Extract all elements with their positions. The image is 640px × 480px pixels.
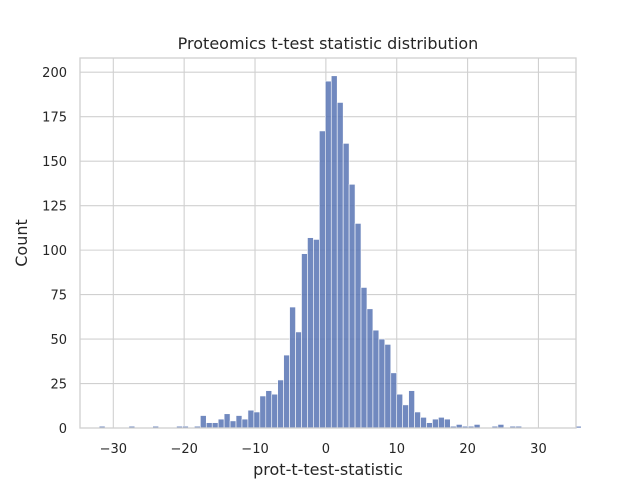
histogram-bar — [390, 372, 398, 429]
histogram-bars — [98, 75, 582, 429]
x-tick-label: 30 — [530, 442, 547, 457]
histogram-bar — [372, 329, 380, 429]
histogram-bar — [277, 379, 284, 429]
x-tick-label: −30 — [100, 442, 127, 457]
histogram-bar — [426, 422, 433, 429]
plot-frame — [79, 57, 577, 429]
histogram-bar — [307, 237, 314, 429]
histogram-bar — [384, 344, 392, 429]
histogram-bar — [408, 390, 415, 429]
histogram-bar — [211, 422, 219, 429]
y-tick-label: 150 — [42, 155, 67, 170]
histogram-bar — [366, 308, 374, 429]
x-axis-label: prot-t-test-statistic — [253, 460, 403, 479]
histogram-bar — [313, 239, 320, 429]
histogram-bar — [348, 183, 356, 429]
histogram-bar — [432, 418, 439, 429]
histogram-bar — [295, 331, 302, 429]
histogram-bar — [402, 404, 409, 429]
y-tick-label: 125 — [42, 200, 67, 215]
x-tick-label: 0 — [322, 442, 330, 457]
histogram-bar — [360, 287, 368, 429]
y-tick-label: 200 — [42, 66, 67, 81]
histogram-bar — [378, 338, 386, 429]
histogram-bar — [444, 418, 451, 429]
x-tick-label: 20 — [459, 442, 476, 457]
histogram-bar — [574, 425, 582, 429]
y-tick-label: 75 — [50, 289, 67, 304]
histogram-bar — [229, 420, 237, 429]
axes-border — [79, 57, 577, 429]
histogram-bar — [301, 253, 308, 429]
histogram-bar — [420, 417, 427, 429]
histogram-bar — [438, 417, 445, 429]
histogram-bar — [247, 409, 255, 429]
histogram-bar — [414, 411, 421, 429]
y-axis-ticks: 0 25 50 75 100 125 150 175 200 — [42, 66, 67, 437]
histogram-bar — [265, 390, 273, 429]
histogram-bar — [354, 223, 362, 429]
histogram-bar — [342, 143, 350, 429]
histogram-bar — [241, 418, 249, 429]
histogram-bar — [217, 418, 225, 429]
chart-title: Proteomics t-test statistic distribution — [178, 34, 479, 53]
histogram-bar — [396, 393, 403, 429]
y-tick-label: 175 — [42, 111, 67, 126]
histogram-bar — [235, 415, 243, 429]
x-tick-label: −10 — [241, 442, 268, 457]
y-axis-label: Count — [12, 219, 31, 267]
y-tick-label: 0 — [59, 422, 67, 437]
histogram-bar — [205, 422, 213, 429]
histogram-bar — [271, 393, 278, 429]
histogram-bar — [259, 395, 267, 429]
histogram-bar — [253, 411, 261, 429]
histogram-bar — [325, 80, 332, 429]
histogram-bar — [283, 354, 290, 429]
y-tick-label: 100 — [42, 244, 67, 259]
histogram-bar — [200, 415, 207, 429]
histogram-bar — [319, 130, 326, 429]
histogram-bar — [223, 413, 231, 429]
y-tick-label: 50 — [50, 333, 67, 348]
histogram-bar — [289, 306, 296, 429]
histogram-bar — [330, 75, 338, 429]
x-axis-ticks: −30 −20 −10 0 10 20 30 — [100, 442, 547, 457]
histogram-bar — [336, 102, 344, 429]
y-tick-label: 25 — [50, 378, 67, 393]
x-tick-label: 10 — [388, 442, 405, 457]
x-tick-label: −20 — [170, 442, 197, 457]
